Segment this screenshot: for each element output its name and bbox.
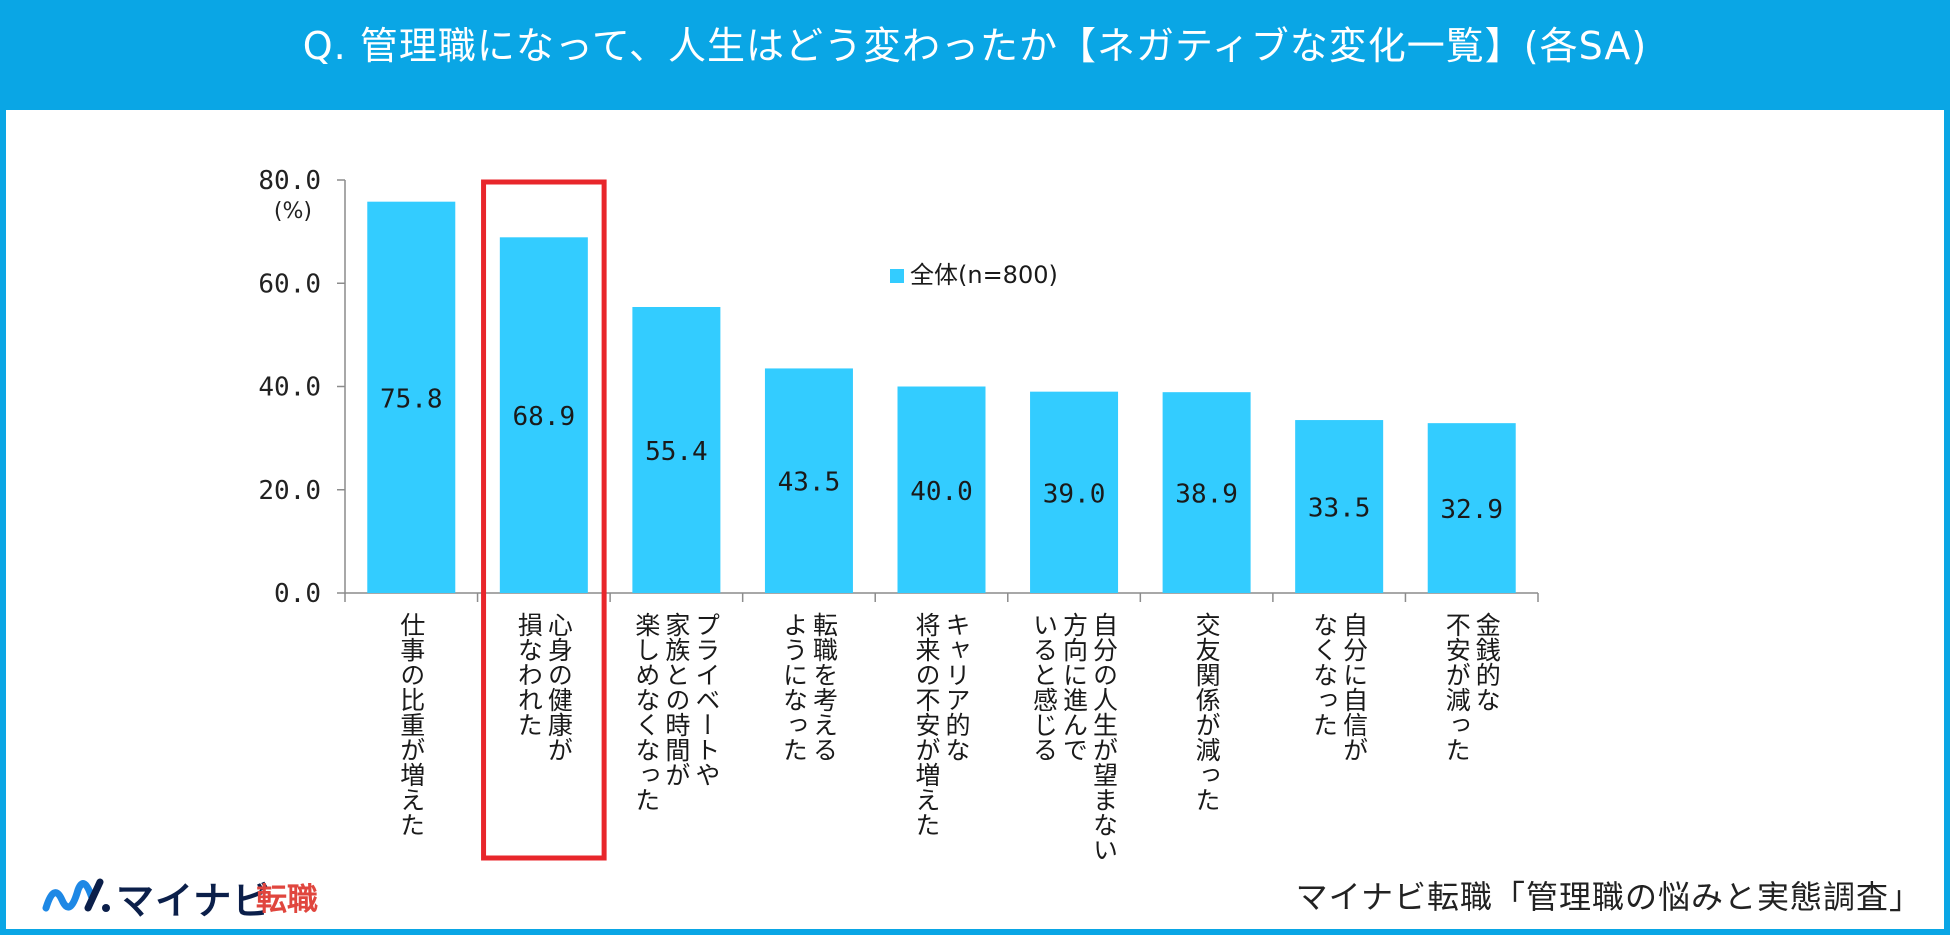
category-label: 不安が減った xyxy=(1442,612,1471,762)
data-label: 43.5 xyxy=(778,468,841,498)
data-label: 40.0 xyxy=(910,477,973,507)
category-label: 心身の健康が xyxy=(544,612,573,762)
data-label: 68.9 xyxy=(513,402,576,432)
bar xyxy=(897,386,986,593)
legend-swatch xyxy=(890,269,904,283)
source-note: マイナビ転職「管理職の悩みと実態調査」 xyxy=(1295,878,1922,916)
y-tick-label: 0.0 xyxy=(274,579,321,609)
category-label: キャリア的な xyxy=(942,612,971,762)
category-label: 自分に自信が xyxy=(1340,612,1369,762)
bar xyxy=(1295,420,1384,593)
title-bar: Q. 管理職になって、人生はどう変わったか【ネガティブな変化一覧】(各SA) xyxy=(0,0,1950,110)
y-tick-label: 60.0 xyxy=(258,269,321,299)
category-label: 金銭的な xyxy=(1472,612,1501,712)
y-tick-label: 40.0 xyxy=(258,373,321,403)
data-label: 38.9 xyxy=(1175,480,1238,510)
category-label: 転職を考える xyxy=(809,612,838,762)
category-label: プライベートや xyxy=(692,612,721,787)
category-label: 損なわれた xyxy=(514,612,543,737)
category-label: 方向に進んで xyxy=(1060,612,1089,762)
category-label: いると感じる xyxy=(1030,612,1059,762)
highlight-box xyxy=(481,179,607,861)
logo-text: マイナビ xyxy=(116,879,272,923)
category-label: 自分の人生が望まない xyxy=(1090,612,1119,862)
data-label: 33.5 xyxy=(1308,494,1371,524)
category-label: 仕事の比重が増えた xyxy=(397,612,426,837)
category-label: 交友関係が減った xyxy=(1192,612,1221,812)
bar xyxy=(367,201,456,593)
mynavi-logo-icon xyxy=(42,878,110,912)
category-label: 家族との時間が xyxy=(662,612,691,787)
bar xyxy=(764,368,853,593)
bar xyxy=(1427,423,1516,593)
data-label: 39.0 xyxy=(1043,479,1106,509)
chart-title: Q. 管理職になって、人生はどう変わったか【ネガティブな変化一覧】(各SA) xyxy=(302,24,1648,68)
category-label: なくなった xyxy=(1310,612,1339,737)
y-unit-label: (%) xyxy=(274,199,312,224)
legend-label: 全体(n=800) xyxy=(910,261,1058,289)
logo-subtext: 転職 xyxy=(256,882,318,918)
bar xyxy=(1162,392,1251,593)
bar xyxy=(499,237,588,593)
y-tick-label: 80.0 xyxy=(258,166,321,196)
category-label: ようになった xyxy=(779,612,808,762)
bar xyxy=(632,306,721,593)
category-label: 楽しめなくなった xyxy=(632,612,661,812)
y-tick-label: 20.0 xyxy=(258,476,321,506)
bar xyxy=(1030,391,1119,593)
data-label: 32.9 xyxy=(1440,495,1503,525)
data-label: 75.8 xyxy=(380,384,443,414)
category-label: 将来の不安が増えた xyxy=(912,612,941,837)
data-label: 55.4 xyxy=(645,437,708,467)
